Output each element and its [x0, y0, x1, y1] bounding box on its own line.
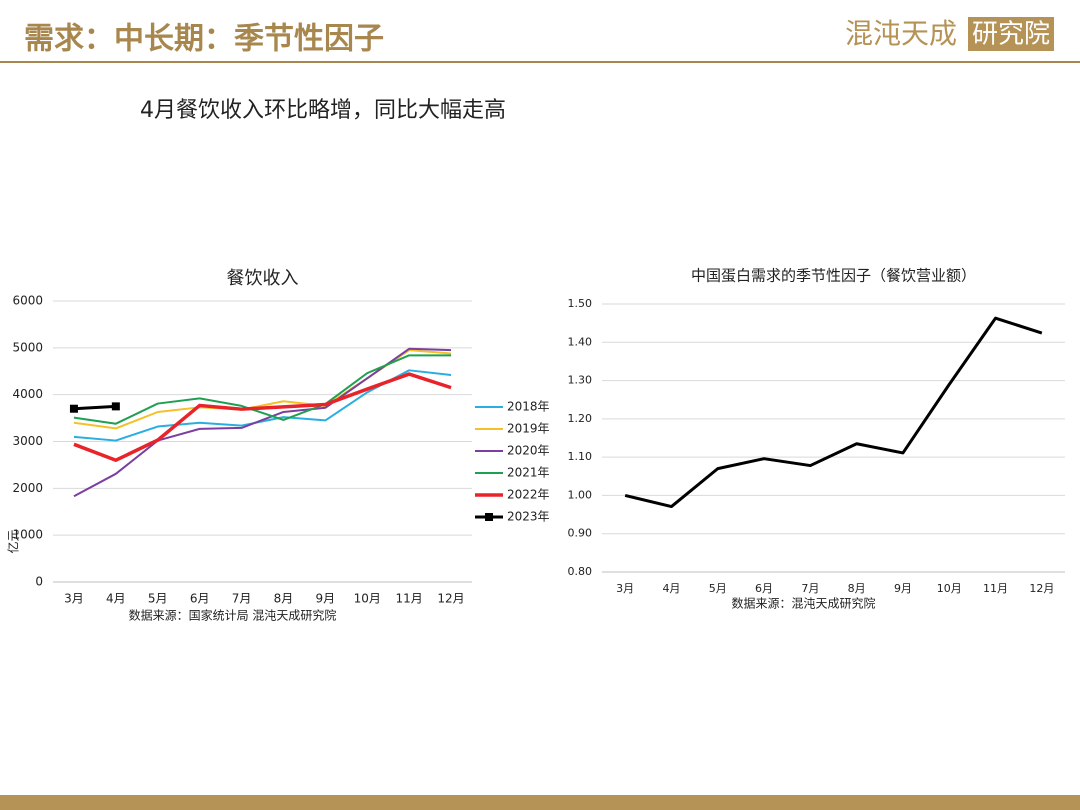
y-tick-label: 1.40 [568, 335, 593, 348]
chart-title: 餐饮收入 [227, 268, 299, 289]
x-tick-label: 6月 [190, 592, 210, 606]
x-tick-label: 10月 [354, 592, 381, 606]
x-tick-label: 10月 [937, 582, 962, 595]
x-tick-label: 9月 [894, 582, 912, 595]
x-tick-label: 9月 [316, 592, 336, 606]
series-line [73, 372, 452, 462]
x-tick-label: 12月 [1029, 582, 1054, 595]
chart-title: 中国蛋白需求的季节性因子（餐饮营业额） [691, 267, 976, 285]
y-tick-label: 0 [35, 575, 43, 589]
y-tick-label: 6000 [12, 294, 43, 308]
x-tick-label: 11月 [396, 592, 423, 606]
point-marker [69, 404, 78, 413]
legend-label: 2021年 [507, 466, 550, 480]
y-axis-label: 亿元 [6, 529, 21, 553]
footer-bar [0, 795, 1080, 810]
x-tick-label: 3月 [616, 582, 634, 595]
x-tick-label: 8月 [848, 582, 866, 595]
y-tick-label: 3000 [12, 434, 43, 448]
y-tick-label: 4000 [12, 387, 43, 401]
y-tick-label: 0.90 [568, 527, 593, 540]
x-tick-label: 3月 [64, 592, 84, 606]
y-tick-label: 1.50 [568, 297, 593, 310]
series-line [73, 354, 452, 425]
x-tick-label: 12月 [437, 592, 464, 606]
series-line [73, 404, 116, 411]
y-tick-label: 1.10 [568, 450, 593, 463]
y-tick-label: 1.20 [568, 412, 593, 425]
slide-title: 需求：中长期：季节性因子 [24, 22, 384, 57]
legend-label: 2019年 [507, 422, 550, 436]
y-tick-label: 1.00 [568, 488, 593, 501]
logo-box-text: 研究院 [972, 20, 1050, 50]
source-note: 数据来源：国家统计局 混沌天成研究院 [129, 608, 337, 623]
x-tick-label: 4月 [662, 582, 680, 595]
legend-label: 2018年 [507, 400, 550, 414]
x-tick-label: 6月 [755, 582, 773, 595]
y-tick-label: 0.80 [568, 565, 593, 578]
y-tick-label: 2000 [12, 481, 43, 495]
x-tick-label: 7月 [232, 592, 252, 606]
x-tick-label: 8月 [274, 592, 294, 606]
legend-label: 2020年 [507, 444, 550, 458]
subtitle: 4月餐饮收入环比略增，同比大幅走高 [140, 98, 506, 123]
x-tick-label: 11月 [983, 582, 1008, 595]
x-tick-label: 4月 [106, 592, 126, 606]
legend-label: 2022年 [507, 488, 550, 502]
legend-marker [485, 513, 493, 521]
y-tick-label: 1.30 [568, 374, 593, 387]
y-tick-label: 5000 [12, 340, 43, 354]
x-tick-label: 5月 [709, 582, 727, 595]
logo-text: 混沌天成 [845, 17, 957, 50]
legend-label: 2023年 [507, 510, 550, 524]
y-tick-label: 1000 [12, 528, 43, 542]
point-marker [111, 402, 120, 411]
x-tick-label: 5月 [148, 592, 168, 606]
series-line [624, 316, 1043, 509]
x-tick-label: 7月 [801, 582, 819, 595]
logo-box [968, 17, 1054, 51]
source-note: 数据来源：混沌天成研究院 [731, 596, 875, 611]
